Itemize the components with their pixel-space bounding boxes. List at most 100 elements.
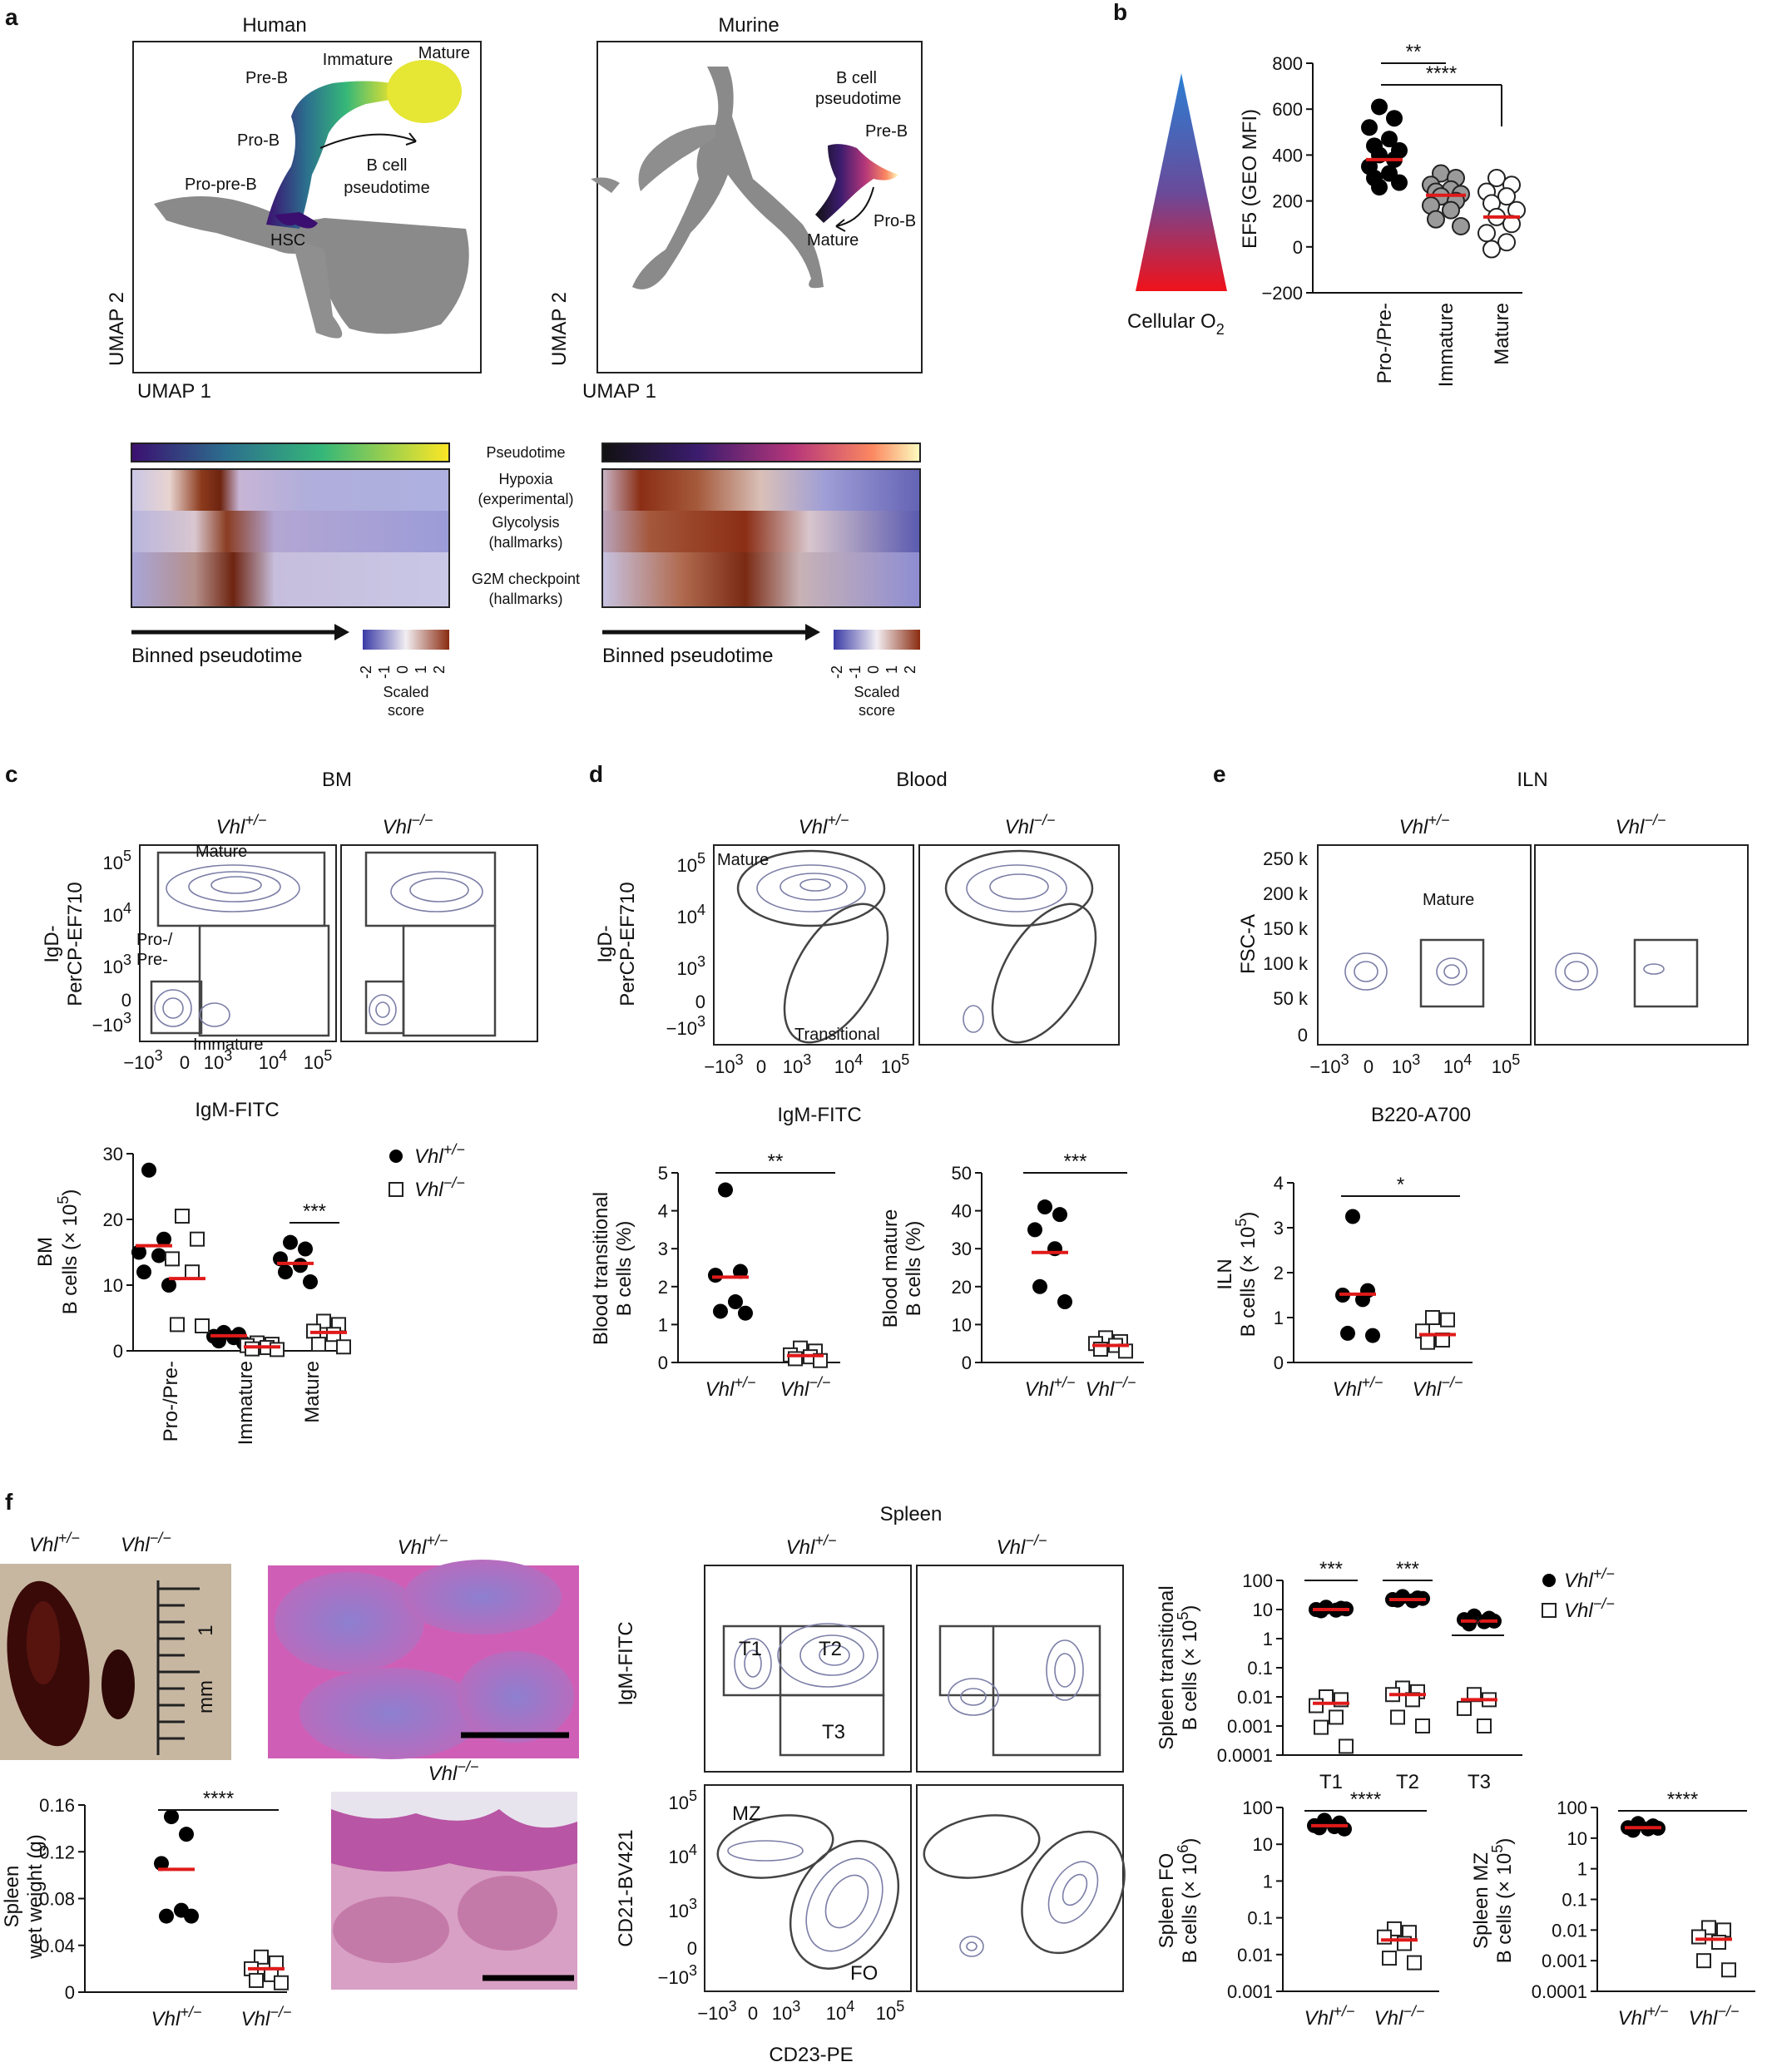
svg-text:104: 104 [834,1051,864,1077]
data-point [1407,1955,1422,1971]
data-point [1340,1325,1355,1341]
y-axis-label: B cells (× 105) [1233,1212,1260,1338]
c-gate-immature: Immature [193,1036,263,1054]
panel-c-label: c [5,761,18,787]
svg-text:0: 0 [180,1052,190,1073]
murine-scale: -2 -1 0 1 2 Scaled score [829,630,920,719]
svg-text:104: 104 [826,1998,855,2024]
c-xlabel: IgM-FITC [195,1099,279,1121]
data-point [1482,240,1501,259]
y-tick-label: 0 [65,1982,75,2003]
d-gate-mature: Mature [717,851,769,869]
ruler-unit: mm [195,1680,217,1713]
data-point [1696,1953,1711,1969]
category-label: Vhl+/− [1304,2003,1355,2030]
data-point [1314,1719,1329,1735]
svg-text:−103: −103 [666,1013,705,1039]
category-label: Immature [235,1361,257,1445]
murine-binned: Binned pseudotime [602,645,773,667]
c-flow-plots: Vhl+/− Vhl−/− Mature Pro-/ Pre- Immature… [41,812,538,1121]
data-point [184,1908,199,1924]
hs-t2: 0 [394,665,411,674]
panel-a-label: a [5,4,18,30]
significance-label: *** [303,1200,326,1223]
murine-umap1: UMAP 1 [582,380,656,403]
category-label: Vhl−/− [1086,1374,1136,1401]
o2-triangle [1136,73,1227,291]
svg-text:Vhl−/−: Vhl−/− [121,1530,171,1556]
data-point [708,1268,723,1283]
data-point [311,1337,326,1352]
y-tick-label: 30 [952,1239,972,1259]
significance-label: *** [1319,1558,1343,1580]
y-tick-label: 0.0001 [1532,1981,1587,2002]
e-ylabel: FSC-A [1237,914,1260,974]
svg-text:103: 103 [783,1051,812,1077]
svg-text:−103: −103 [658,1962,697,1988]
data-point [1361,119,1378,136]
data-point [738,1305,753,1321]
f-gate-t3: T3 [822,1721,845,1743]
murine-label-pre-b: Pre-B [865,122,908,141]
svg-text:Vhl+/−: Vhl+/− [1564,1565,1615,1592]
data-point [1365,1328,1380,1343]
data-point [245,1341,260,1357]
ms-scaled: Scaled [854,684,899,700]
d-xlabel: IgM-FITC [777,1104,861,1126]
svg-text:0: 0 [695,991,705,1012]
histology-ko: Vhl−/− [331,1758,577,1990]
f-xlabel: CD23-PE [769,2044,853,2066]
data-point [1440,1312,1455,1328]
svg-text:105: 105 [881,1051,910,1077]
category-label: T3 [1468,1771,1491,1793]
y-tick-label: 40 [952,1201,972,1222]
svg-text:−103: −103 [123,1047,162,1073]
data-point [1390,1709,1405,1725]
data-point [185,1264,200,1280]
svg-text:Vhl+/−: Vhl+/− [29,1530,80,1556]
human-label-immature: Immature [323,51,393,69]
y-tick-label: 0.001 [1227,1981,1273,2002]
c-legend: Vhl+/− Vhl−/− [389,1141,465,1201]
data-point [713,1303,728,1319]
y-tick-label: 0 [658,1352,668,1373]
murine-label-pseudotime: pseudotime [815,90,901,108]
data-point [1381,131,1398,148]
y-tick-label: 0.16 [39,1795,75,1816]
category-label: Vhl−/− [1374,2003,1425,2030]
y-tick-label: 600 [1272,99,1303,120]
data-point [1452,216,1470,235]
human-label-pro-pre-b: Pro-pre-B [185,176,257,194]
human-umap: Mature Immature Pre-B Pro-B Pro-pre-B HS… [132,41,482,373]
data-point [141,1162,156,1178]
data-point [718,1182,733,1198]
data-point [1057,1294,1072,1310]
human-title: Human [242,14,306,37]
svg-text:104: 104 [677,902,706,927]
murine-umap: B cell pseudotime Pre-B Pro-B Mature [591,41,923,373]
data-point [1691,1929,1706,1945]
svg-text:0: 0 [1298,1025,1308,1046]
data-point [151,1248,166,1263]
y-tick-label: 200 [1272,191,1303,212]
data-point [254,1949,269,1965]
data-point [1457,1700,1472,1716]
spleen-photo: Vhl+/− Vhl−/− 1 mm [0,1530,231,1760]
svg-text:−103: −103 [697,1998,736,2024]
y-tick-label: 0.12 [39,1842,75,1862]
data-point [1339,1738,1354,1754]
c-gate-mature: Mature [196,843,247,861]
significance-label: **** [1667,1788,1698,1811]
data-point [161,1278,176,1293]
data-point [1626,1822,1641,1838]
y-axis-label: Spleen [1,1866,23,1928]
y-axis-label-2: wet weight (g) [24,1834,47,1959]
svg-text:−103: −103 [704,1051,743,1077]
category-label: Pro-/Pre- [1374,303,1396,383]
y-tick-label: 3 [1274,1218,1284,1239]
data-point [1391,174,1408,191]
d-gate-transitional: Transitional [794,1026,880,1044]
human-label-pseudotime: pseudotime [344,179,429,197]
data-point [190,1231,205,1247]
